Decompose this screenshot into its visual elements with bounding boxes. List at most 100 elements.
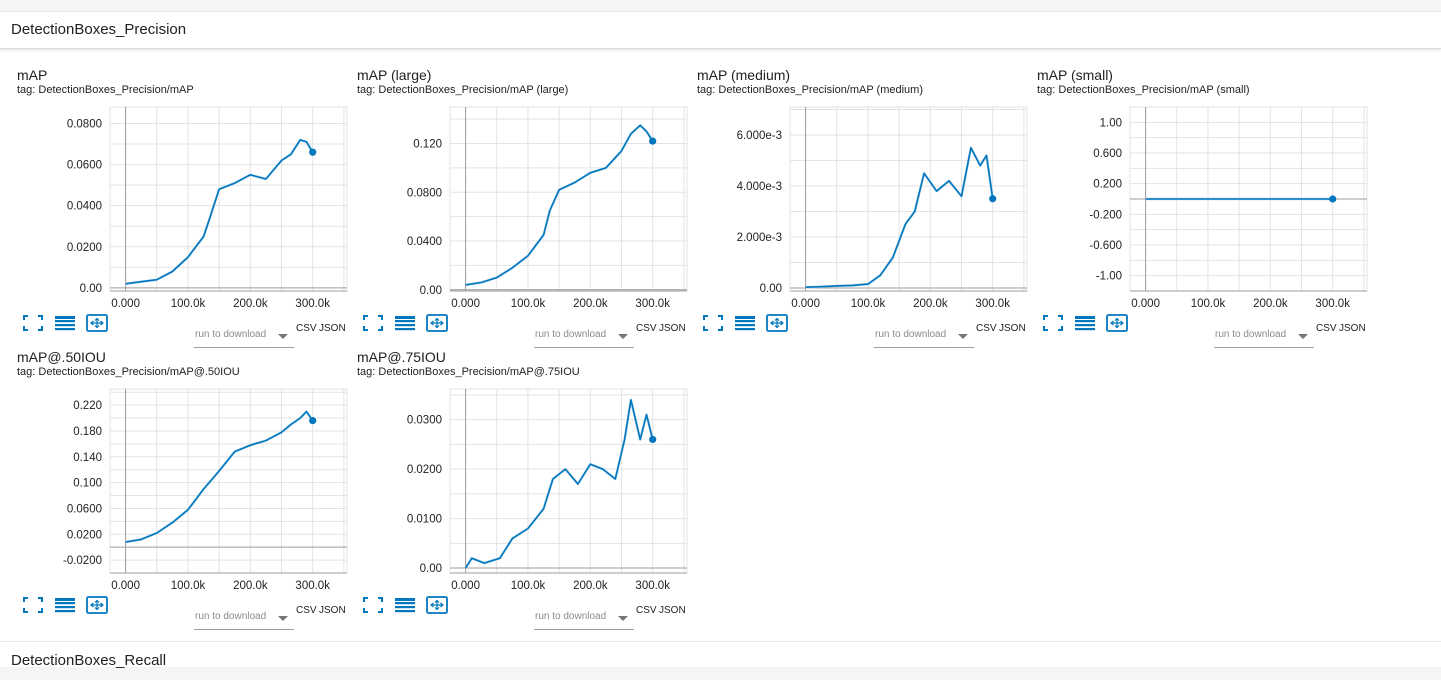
chart-plot[interactable]: 0.00 0.0200 0.0400 0.0600 0.0800 0.000 100.0k 2… bbox=[17, 67, 357, 317]
chart-title: mAP (small) bbox=[1037, 67, 1113, 83]
x-tick-label: 300.0k bbox=[635, 580, 670, 592]
csv-download-link[interactable]: CSV bbox=[296, 323, 317, 334]
y-tick-label: -0.0200 bbox=[63, 555, 102, 567]
data-table-icon[interactable] bbox=[53, 313, 77, 333]
x-tick-label: 0.000 bbox=[451, 298, 480, 310]
y-tick-label: -0.600 bbox=[1089, 240, 1122, 252]
chart-card: 0.00 0.0200 0.0400 0.0600 0.0800 0.000 100.0k 2… bbox=[17, 67, 357, 349]
run-to-download-select[interactable]: run to download bbox=[194, 607, 294, 630]
run-to-download-label: run to download bbox=[535, 611, 607, 622]
x-tick-label: 100.0k bbox=[171, 580, 206, 592]
x-tick-label: 100.0k bbox=[851, 298, 886, 310]
fit-domain-icon[interactable] bbox=[21, 313, 45, 333]
x-tick-label: 300.0k bbox=[1315, 298, 1350, 310]
fit-domain-icon[interactable] bbox=[361, 313, 385, 333]
run-to-download-label: run to download bbox=[535, 329, 607, 340]
expand-chart-icon[interactable] bbox=[425, 313, 449, 333]
y-tick-label: 0.00 bbox=[420, 563, 442, 575]
x-tick-label: 200.0k bbox=[573, 580, 608, 592]
x-tick-label: 100.0k bbox=[171, 298, 206, 310]
chart-title: mAP@.50IOU bbox=[17, 349, 106, 365]
section-header-recall[interactable]: DetectionBoxes_Recall bbox=[11, 652, 167, 669]
chart-plot[interactable]: -1.00 -0.600 -0.200 0.200 0.600 1.00 0.000 100.… bbox=[1037, 67, 1377, 317]
json-download-link[interactable]: JSON bbox=[659, 605, 686, 616]
x-tick-label: 0.000 bbox=[111, 298, 140, 310]
fit-domain-icon[interactable] bbox=[701, 313, 725, 333]
csv-download-link[interactable]: CSV bbox=[636, 605, 657, 616]
y-tick-label: 0.0100 bbox=[407, 514, 442, 526]
last-point-marker bbox=[649, 435, 657, 444]
run-to-download-select[interactable]: run to download bbox=[874, 325, 974, 348]
json-download-link[interactable]: JSON bbox=[319, 323, 346, 334]
y-tick-label: 0.0200 bbox=[67, 242, 102, 254]
run-to-download-select[interactable]: run to download bbox=[534, 607, 634, 630]
y-tick-label: 0.100 bbox=[73, 478, 102, 490]
csv-download-link[interactable]: CSV bbox=[636, 323, 657, 334]
chart-plot[interactable]: -0.0200 0.0200 0.0600 0.100 0.140 0.180 0.220 0… bbox=[17, 349, 357, 599]
chart-plot[interactable]: 0.00 2.000e-3 4.000e-3 6.000e-3 0.000 100.0k 2… bbox=[697, 67, 1037, 317]
y-tick-label: 0.0400 bbox=[67, 201, 102, 213]
chart-card: 0.00 2.000e-3 4.000e-3 6.000e-3 0.000 100.0k 2… bbox=[697, 67, 1037, 349]
chevron-down-icon bbox=[278, 616, 288, 621]
last-point-marker bbox=[309, 417, 317, 425]
json-download-link[interactable]: JSON bbox=[319, 605, 346, 616]
x-tick-label: 200.0k bbox=[233, 580, 268, 592]
x-tick-label: 200.0k bbox=[1253, 298, 1288, 310]
chart-plot[interactable]: 0.00 0.0100 0.0200 0.0300 0.000 100.0k 200.0k 3… bbox=[357, 349, 697, 599]
y-tick-label: 0.0200 bbox=[407, 464, 442, 476]
run-to-download-select[interactable]: run to download bbox=[1214, 325, 1314, 348]
last-point-marker bbox=[649, 137, 657, 145]
expand-chart-icon[interactable] bbox=[1105, 313, 1129, 333]
data-table-icon[interactable] bbox=[53, 595, 77, 615]
expand-chart-icon[interactable] bbox=[425, 595, 449, 615]
y-tick-label: 0.0200 bbox=[67, 529, 102, 541]
chart-plot[interactable]: 0.00 0.0400 0.0800 0.120 0.000 100.0k 200.0k 30… bbox=[357, 67, 697, 317]
chevron-down-icon bbox=[618, 616, 628, 621]
run-to-download-select[interactable]: run to download bbox=[534, 325, 634, 348]
chart-tag: tag: DetectionBoxes_Precision/mAP bbox=[17, 84, 194, 96]
chart-title: mAP (medium) bbox=[697, 67, 791, 83]
data-table-icon[interactable] bbox=[393, 313, 417, 333]
expand-chart-icon[interactable] bbox=[85, 595, 109, 615]
expand-chart-icon[interactable] bbox=[85, 313, 109, 333]
y-tick-label: 0.00 bbox=[80, 283, 102, 295]
csv-download-link[interactable]: CSV bbox=[976, 323, 997, 334]
chart-card: -0.0200 0.0200 0.0600 0.100 0.140 0.180 0.220 0… bbox=[17, 349, 357, 631]
x-tick-label: 300.0k bbox=[295, 298, 330, 310]
json-download-link[interactable]: JSON bbox=[999, 323, 1026, 334]
y-tick-label: 0.200 bbox=[1093, 179, 1122, 191]
csv-download-link[interactable]: CSV bbox=[1316, 323, 1337, 334]
y-tick-label: 0.00 bbox=[420, 285, 442, 297]
x-tick-label: 200.0k bbox=[913, 298, 948, 310]
x-tick-label: 300.0k bbox=[295, 580, 330, 592]
json-download-link[interactable]: JSON bbox=[659, 323, 686, 334]
x-tick-label: 0.000 bbox=[791, 298, 820, 310]
run-to-download-label: run to download bbox=[1215, 329, 1287, 340]
x-tick-label: 0.000 bbox=[451, 580, 480, 592]
y-tick-label: 0.0800 bbox=[67, 118, 102, 130]
y-tick-label: 6.000e-3 bbox=[737, 130, 782, 142]
csv-download-link[interactable]: CSV bbox=[296, 605, 317, 616]
chevron-down-icon bbox=[618, 334, 628, 339]
json-download-link[interactable]: JSON bbox=[1339, 323, 1366, 334]
data-table-icon[interactable] bbox=[733, 313, 757, 333]
x-tick-label: 200.0k bbox=[573, 298, 608, 310]
fit-domain-icon[interactable] bbox=[361, 595, 385, 615]
data-table-icon[interactable] bbox=[1073, 313, 1097, 333]
series-line bbox=[465, 124, 654, 286]
data-table-icon[interactable] bbox=[393, 595, 417, 615]
y-tick-label: 0.0600 bbox=[67, 503, 102, 515]
fit-domain-icon[interactable] bbox=[21, 595, 45, 615]
chart-tag: tag: DetectionBoxes_Precision/mAP@.50IOU bbox=[17, 366, 240, 378]
section-header-precision[interactable]: DetectionBoxes_Precision bbox=[0, 12, 1441, 49]
x-tick-label: 300.0k bbox=[635, 298, 670, 310]
chevron-down-icon bbox=[1298, 334, 1308, 339]
section-recall: DetectionBoxes_Recall bbox=[0, 641, 1441, 669]
expand-chart-icon[interactable] bbox=[765, 313, 789, 333]
y-tick-label: 0.180 bbox=[73, 426, 102, 438]
fit-domain-icon[interactable] bbox=[1041, 313, 1065, 333]
chart-tag: tag: DetectionBoxes_Precision/mAP (large… bbox=[357, 84, 569, 96]
plot-frame bbox=[449, 388, 688, 574]
run-to-download-select[interactable]: run to download bbox=[194, 325, 294, 348]
plot-frame bbox=[109, 106, 348, 292]
